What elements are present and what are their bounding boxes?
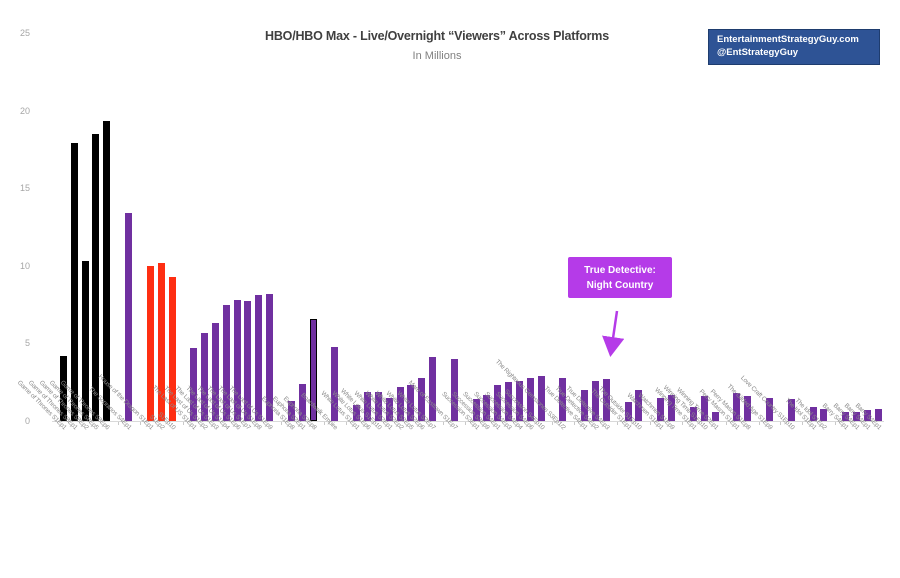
bar [689, 407, 697, 421]
bar [809, 407, 817, 421]
bar [842, 411, 850, 421]
bar [711, 411, 719, 421]
bar [168, 276, 176, 421]
bar [201, 332, 209, 421]
bar [766, 397, 773, 421]
bar [255, 295, 263, 421]
x-axis-line [52, 421, 884, 422]
bar [874, 409, 882, 421]
bar [157, 262, 165, 421]
bar [146, 265, 154, 421]
bar [125, 213, 133, 421]
y-tick-label: 15 [19, 183, 30, 194]
bar [602, 379, 610, 421]
axis-tick [834, 422, 836, 425]
axis-tick [617, 422, 619, 425]
axis-tick [443, 422, 445, 425]
bar [537, 375, 545, 421]
axis-tick [780, 422, 782, 425]
bar [505, 382, 513, 421]
bar [494, 385, 502, 421]
bar [407, 385, 415, 421]
axis-tick [725, 422, 727, 425]
bar [103, 121, 111, 421]
bar [70, 143, 78, 421]
bar [515, 380, 523, 421]
bar [526, 377, 534, 421]
bar [635, 389, 643, 421]
source-badge: EntertainmentStrategyGuy.com @EntStrateg… [708, 29, 880, 65]
bar [331, 346, 339, 421]
bar [863, 410, 871, 421]
bar [385, 397, 393, 421]
bar [81, 261, 89, 421]
bar [787, 399, 795, 421]
bar [353, 405, 361, 421]
y-tick-label: 0 [24, 416, 30, 426]
axis-tick [551, 422, 553, 425]
badge-handle: @EntStrategyGuy [717, 46, 799, 58]
bar [309, 318, 317, 421]
bar [374, 391, 382, 421]
bar [483, 394, 491, 421]
y-tick-label: 20 [19, 105, 30, 116]
badge-url: EntertainmentStrategyGuy.com [717, 34, 859, 45]
bar [298, 383, 306, 421]
y-tick-label: 5 [24, 338, 30, 349]
bar [418, 377, 426, 421]
bar [190, 348, 198, 421]
axis-tick [649, 422, 651, 425]
bar [733, 393, 741, 421]
axis-tick [323, 422, 325, 425]
chart-subtitle: In Millions [412, 50, 462, 62]
axis-tick [139, 422, 141, 425]
axis-tick [465, 422, 467, 425]
axis-tick [182, 422, 184, 425]
bar [744, 396, 752, 421]
bar [287, 400, 295, 421]
y-tick-label: 25 [19, 28, 30, 38]
bar [668, 394, 676, 421]
axis-tick [758, 422, 760, 425]
bar [92, 133, 100, 421]
bar [853, 412, 861, 421]
bar [396, 386, 404, 421]
annotation-box: True Detective: Night Country [568, 257, 672, 298]
bar [60, 355, 67, 421]
bar [364, 391, 372, 421]
bar [820, 408, 828, 421]
bar [700, 396, 708, 421]
bar [591, 380, 599, 421]
axis-tick [280, 422, 282, 425]
bar [244, 301, 252, 421]
bar [233, 299, 241, 421]
bar [266, 293, 274, 421]
axis-tick [682, 422, 684, 425]
y-tick-label: 10 [19, 260, 30, 271]
bar [222, 304, 230, 421]
bar [624, 402, 632, 421]
bar [559, 377, 567, 421]
bar [581, 389, 589, 421]
chart-title: HBO/HBO Max - Live/Overnight “Viewers” A… [265, 29, 609, 43]
axis-tick [117, 422, 119, 425]
axis-tick [573, 422, 575, 425]
bar [657, 397, 665, 421]
bar [212, 323, 220, 421]
annotation-line1: True Detective: [584, 265, 656, 276]
bar [472, 399, 480, 421]
axis-tick [802, 422, 804, 425]
annotation-line2: Night Country [586, 280, 654, 291]
axis-tick [345, 422, 347, 425]
bar [450, 358, 458, 421]
bar [428, 357, 436, 421]
